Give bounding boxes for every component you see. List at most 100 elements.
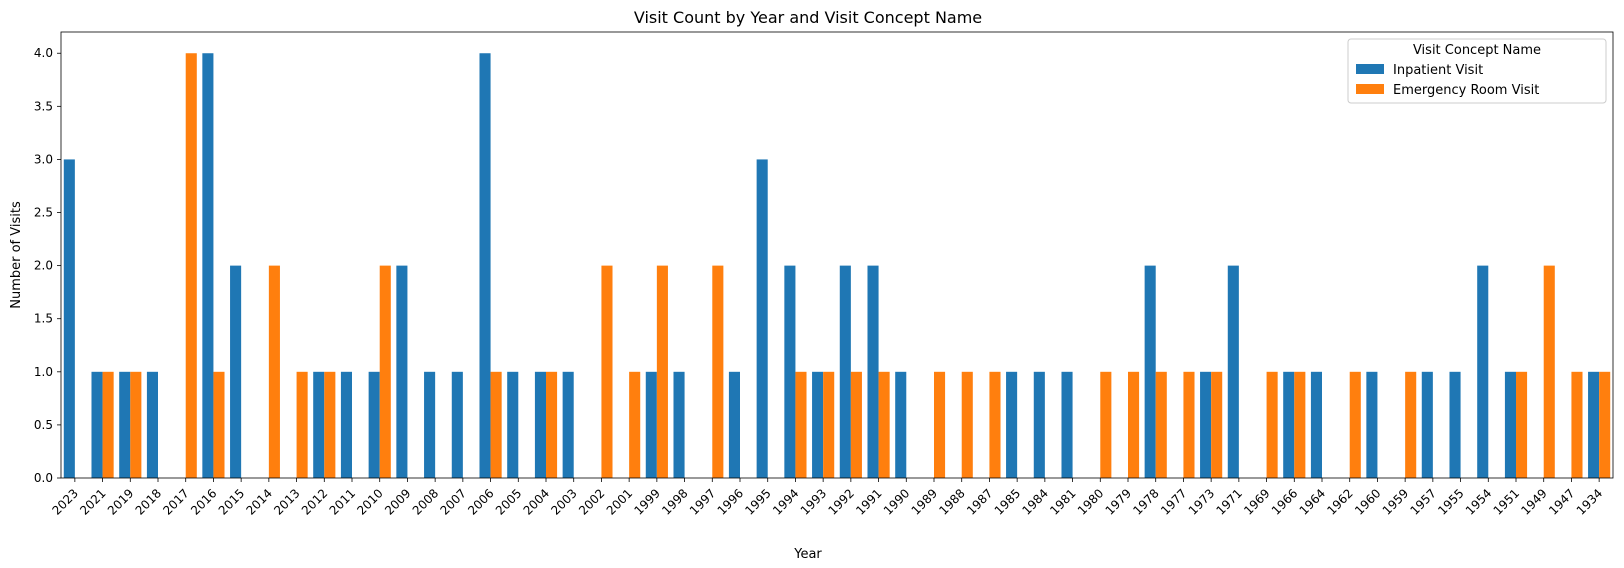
x-tick-label: 1949: [1518, 486, 1549, 517]
bar-inpatient-1994: [784, 265, 796, 478]
legend-title: Visit Concept Name: [1413, 43, 1541, 58]
bar-inpatient-2010: [368, 371, 380, 478]
bar-inpatient-2011: [340, 371, 352, 478]
x-tick-label: 2015: [216, 486, 247, 517]
x-tick-label: 2016: [188, 486, 219, 517]
bar-inpatient-1973: [1200, 371, 1212, 478]
bar-emergency-room-2006: [490, 371, 502, 478]
bar-inpatient-1934: [1588, 371, 1600, 478]
x-tick-label: 2011: [327, 486, 358, 517]
bar-emergency-room-1969: [1266, 371, 1278, 478]
bar-inpatient-2008: [424, 371, 436, 478]
x-tick-label: 2013: [271, 486, 302, 517]
bar-emergency-room-1934: [1599, 371, 1611, 478]
x-tick-label: 1991: [853, 486, 884, 517]
bar-emergency-room-1966: [1294, 371, 1306, 478]
bar-inpatient-1954: [1477, 265, 1489, 478]
bar-inpatient-2006: [479, 53, 491, 478]
x-tick-label: 2008: [410, 486, 441, 517]
bar-emergency-room-1992: [850, 371, 862, 478]
bar-emergency-room-1973: [1211, 371, 1223, 478]
bar-inpatient-1991: [867, 265, 879, 478]
bar-inpatient-1960: [1366, 371, 1378, 478]
y-axis-ticks: 0.0 0.5 1.0 1.5 2.0 2.5 3.0 3.5 4.0: [34, 46, 61, 485]
legend-label-inpatient: Inpatient Visit: [1393, 63, 1483, 78]
y-tick-label: 2.0: [34, 259, 53, 273]
x-tick-label: 2002: [576, 486, 607, 517]
x-tick-label: 1994: [770, 486, 801, 517]
y-tick-label: 1.5: [34, 312, 53, 326]
bar-emergency-room-1951: [1516, 371, 1528, 478]
bar-inpatient-1996: [728, 371, 740, 478]
x-tick-label: 1960: [1352, 486, 1383, 517]
bar-inpatient-1999: [645, 371, 657, 478]
x-tick-label: 1992: [825, 486, 856, 517]
x-tick-label: 1990: [881, 486, 912, 517]
x-tick-label: 2019: [105, 486, 136, 517]
bar-emergency-room-1979: [1128, 371, 1140, 478]
x-tick-label: 2023: [49, 486, 80, 517]
bar-emergency-room-2002: [601, 265, 613, 478]
bar-inpatient-2003: [562, 371, 574, 478]
bar-inpatient-2019: [119, 371, 131, 478]
bar-inpatient-2021: [91, 371, 103, 478]
x-tick-label: 1988: [936, 486, 967, 517]
y-tick-label: 4.0: [34, 46, 53, 60]
bar-series: [63, 53, 1611, 478]
bar-inpatient-2018: [146, 371, 158, 478]
bar-emergency-room-2013: [296, 371, 308, 478]
x-tick-label: 2003: [548, 486, 579, 517]
bar-inpatient-1957: [1421, 371, 1433, 478]
x-tick-label: 2004: [521, 486, 552, 517]
plot-frame: [60, 31, 1614, 479]
bar-inpatient-2005: [507, 371, 519, 478]
x-tick-label: 1962: [1324, 486, 1355, 517]
bar-inpatient-1978: [1144, 265, 1156, 478]
bar-emergency-room-1987: [989, 371, 1001, 478]
bar-emergency-room-1999: [656, 265, 668, 478]
legend-label-emergency-room: Emergency Room Visit: [1393, 83, 1539, 98]
x-tick-label: 2021: [77, 486, 108, 517]
bar-inpatient-2009: [396, 265, 408, 478]
x-tick-label: 2005: [493, 486, 524, 517]
x-tick-label: 1999: [631, 486, 662, 517]
bar-inpatient-1984: [1033, 371, 1045, 478]
legend-swatch-inpatient: [1356, 64, 1384, 74]
x-tick-label: 1954: [1463, 486, 1494, 517]
bar-emergency-room-1991: [878, 371, 890, 478]
x-tick-label: 1951: [1491, 486, 1522, 517]
bar-emergency-room-1997: [712, 265, 724, 478]
bar-inpatient-1964: [1310, 371, 1322, 478]
bar-inpatient-1995: [756, 159, 768, 478]
legend-box: [1347, 38, 1607, 104]
bar-emergency-room-1959: [1405, 371, 1417, 478]
y-tick-label: 3.0: [34, 152, 53, 166]
x-tick-label: 2014: [243, 486, 274, 517]
bar-inpatient-1951: [1504, 371, 1516, 478]
chart-title: Visit Count by Year and Visit Concept Na…: [634, 8, 982, 27]
bar-inpatient-1985: [1006, 371, 1018, 478]
legend: Visit Concept Name Inpatient Visit Emerge…: [1347, 38, 1607, 104]
x-tick-label: 1955: [1435, 486, 1466, 517]
x-tick-label: 2007: [437, 486, 468, 517]
y-axis-label: Number of Visits: [9, 201, 24, 309]
x-tick-label: 2001: [604, 486, 635, 517]
bar-inpatient-2015: [230, 265, 242, 478]
y-tick-label: 1.0: [34, 365, 53, 379]
bar-emergency-room-1980: [1100, 371, 1112, 478]
bar-inpatient-1992: [839, 265, 851, 478]
bar-inpatient-2012: [313, 371, 325, 478]
bar-emergency-room-2001: [629, 371, 641, 478]
x-tick-label: 2012: [299, 486, 330, 517]
bar-emergency-room-1993: [823, 371, 835, 478]
bar-emergency-room-1962: [1349, 371, 1361, 478]
x-tick-label: 1996: [715, 486, 746, 517]
x-tick-label: 1981: [1047, 486, 1078, 517]
x-tick-label: 1987: [964, 486, 995, 517]
x-tick-label: 1971: [1213, 486, 1244, 517]
x-tick-label: 1973: [1186, 486, 1217, 517]
bar-emergency-room-2021: [102, 371, 114, 478]
bar-emergency-room-2014: [268, 265, 280, 478]
bar-emergency-room-2004: [546, 371, 558, 478]
